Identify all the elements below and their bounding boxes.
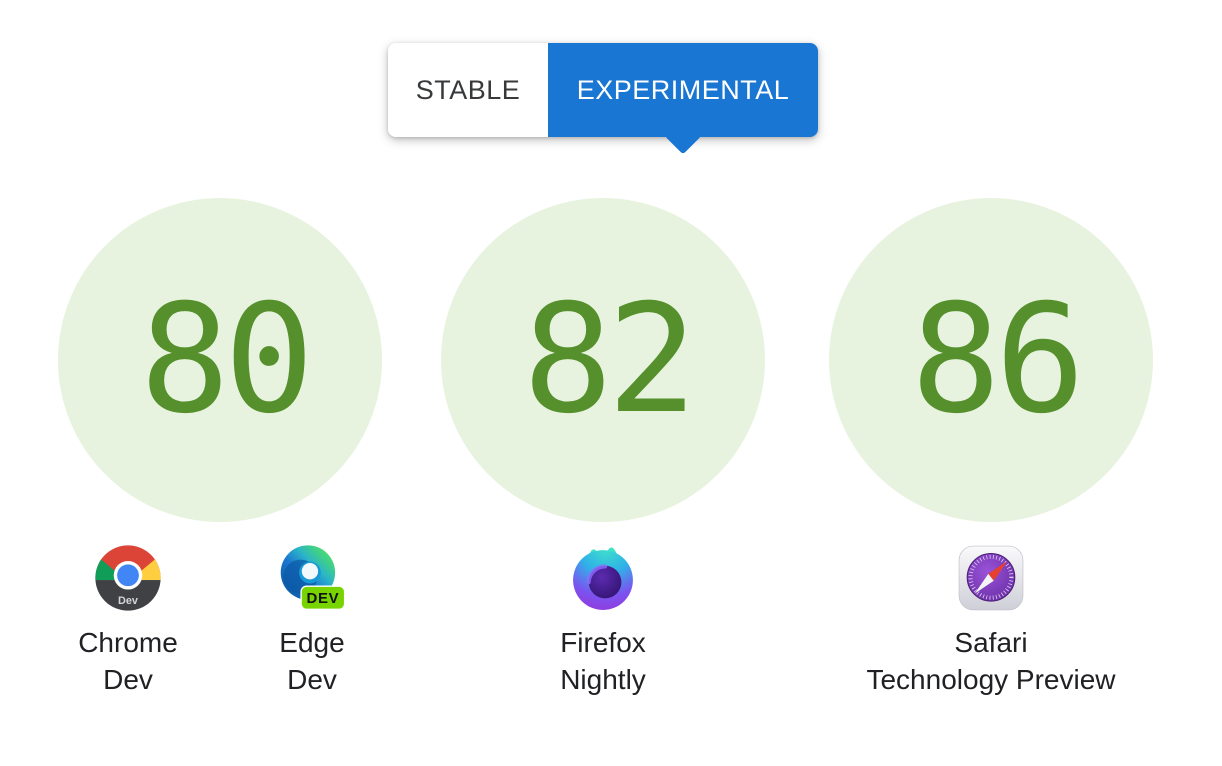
tab-stable[interactable]: STABLE (388, 43, 548, 137)
browser-label-line: Technology Preview (866, 664, 1116, 695)
browser-safari-tp: Safari Technology Preview (866, 544, 1116, 698)
browser-label-chrome-dev: Chrome Dev (78, 624, 178, 698)
score-group-chrome-edge: 80 Dev Chrome (36, 198, 404, 698)
browser-label-line: Nightly (560, 664, 646, 695)
safari-tp-icon (958, 545, 1024, 611)
browser-row: Dev Chrome Dev (68, 544, 372, 698)
browser-label-line: Safari (954, 627, 1028, 658)
browser-label-line: Edge (279, 627, 345, 658)
edge-dev-badge-text: DEV (306, 590, 339, 607)
score-circle: 86 (829, 198, 1153, 522)
score-circle: 82 (441, 198, 765, 522)
score-group-safari: 86 (807, 198, 1175, 698)
edge-dev-icon: DEV (280, 545, 346, 610)
browser-label-line: Dev (287, 664, 337, 695)
browser-label-line: Firefox (560, 627, 646, 658)
browser-label-line: Dev (103, 664, 153, 695)
browser-row: Safari Technology Preview (866, 544, 1116, 698)
browser-label-safari-tp: Safari Technology Preview (866, 624, 1115, 698)
chrome-dev-badge-text: Dev (118, 595, 138, 607)
score-value: 80 (139, 273, 315, 447)
score-value: 82 (522, 273, 698, 447)
channel-toggle: STABLE EXPERIMENTAL (388, 43, 818, 155)
chrome-dev-icon: Dev (95, 545, 161, 611)
browser-label-line: Chrome (78, 627, 178, 658)
browser-chrome-dev: Dev Chrome Dev (68, 544, 188, 698)
score-circle: 80 (58, 198, 382, 522)
browser-firefox-nightly: Firefox Nightly (543, 544, 663, 698)
browser-label-firefox-nightly: Firefox Nightly (560, 624, 646, 698)
browser-edge-dev: DEV Edge Dev (252, 544, 372, 698)
browser-row: Firefox Nightly (543, 544, 663, 698)
firefox-nightly-icon (573, 547, 633, 610)
score-value: 86 (910, 273, 1086, 447)
score-group-firefox: 82 (419, 198, 787, 698)
browser-label-edge-dev: Edge Dev (279, 624, 344, 698)
